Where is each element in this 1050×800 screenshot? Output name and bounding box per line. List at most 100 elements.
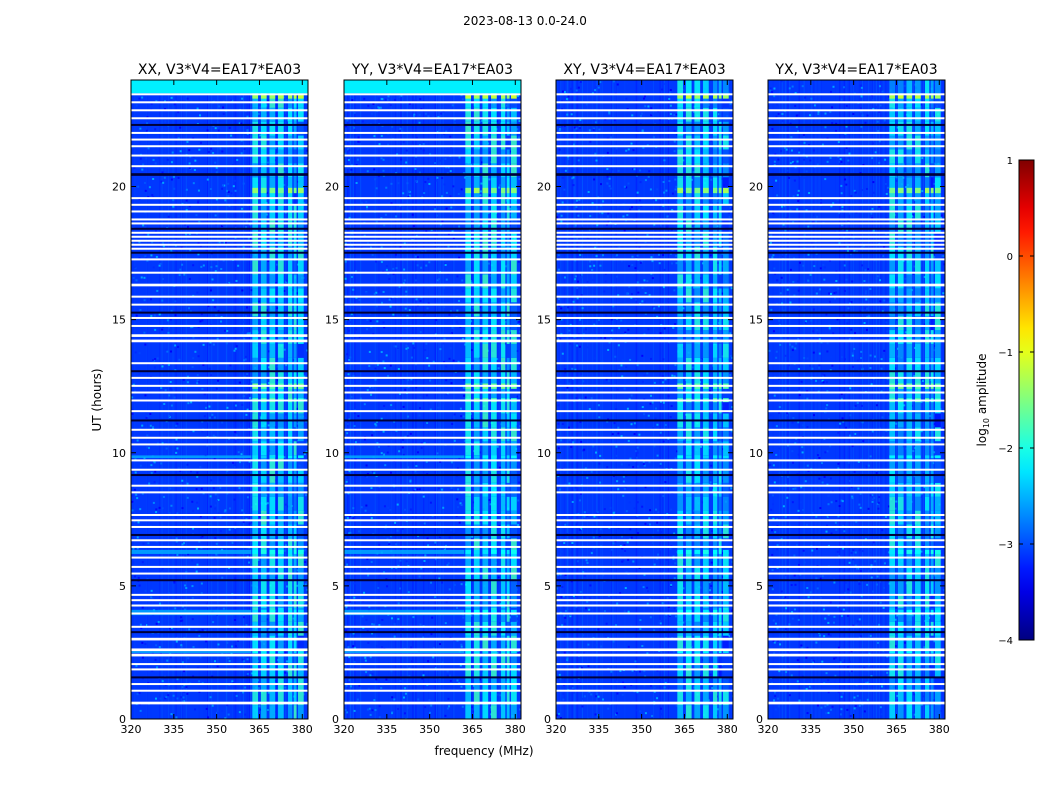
noise-pixel (274, 282, 277, 285)
noise-pixel (643, 464, 646, 467)
noise-pixel (196, 563, 199, 566)
noise-pixel (640, 260, 643, 263)
noise-pixel (186, 97, 189, 100)
noise-pixel (646, 233, 649, 236)
noise-pixel (141, 641, 144, 644)
noise-pixel (637, 465, 640, 468)
noise-pixel (673, 375, 676, 378)
flagged-row (131, 428, 308, 431)
noise-pixel (214, 507, 217, 510)
noise-pixel (654, 230, 657, 233)
noise-pixel (636, 532, 639, 535)
noise-pixel (369, 656, 372, 659)
noise-pixel (291, 554, 294, 557)
noise-pixel (359, 397, 362, 400)
noise-pixel (721, 674, 724, 677)
noise-pixel (447, 166, 450, 169)
bright-cell (252, 455, 259, 459)
rfi-cell (260, 621, 267, 636)
bright-cell (278, 651, 284, 654)
flagged-row (344, 235, 521, 238)
noise-pixel (422, 149, 425, 152)
noise-pixel (440, 112, 443, 115)
rfi-cell (269, 496, 276, 511)
noise-pixel (400, 94, 403, 97)
noise-pixel (235, 434, 238, 437)
noise-pixel (363, 591, 366, 594)
noise-pixel (461, 705, 464, 708)
noise-pixel (151, 669, 154, 672)
noise-pixel (559, 337, 562, 340)
noise-pixel (246, 496, 249, 499)
noise-pixel (138, 241, 141, 244)
flagged-row (344, 271, 521, 274)
noise-pixel (380, 686, 383, 689)
noise-pixel (489, 151, 492, 154)
rfi-cell (511, 121, 517, 136)
rfi-cell (506, 482, 510, 497)
noise-pixel (195, 570, 198, 573)
noise-pixel (231, 680, 234, 683)
noise-pixel (215, 499, 218, 502)
noise-pixel (234, 226, 237, 229)
bright-cell (482, 651, 489, 654)
noise-pixel (673, 577, 676, 580)
noise-pixel (516, 128, 519, 131)
flagged-row (131, 410, 308, 413)
flagged-row (344, 258, 521, 261)
rfi-cell (473, 552, 480, 567)
rfi-cell (288, 482, 293, 497)
noise-pixel (478, 521, 481, 524)
noise-pixel (711, 240, 714, 243)
noise-pixel (179, 150, 182, 153)
noise-pixel (235, 694, 238, 697)
noise-pixel (366, 170, 369, 173)
noise-pixel (175, 540, 178, 543)
noise-pixel (274, 576, 277, 579)
noise-pixel (598, 665, 601, 668)
rfi-cell (293, 399, 297, 414)
noise-pixel (208, 367, 211, 370)
noise-pixel (371, 253, 374, 256)
noise-pixel (632, 168, 635, 171)
noise-pixel (639, 199, 642, 202)
noise-pixel (429, 104, 432, 107)
noise-pixel (730, 633, 733, 636)
noise-pixel (420, 108, 423, 111)
noise-pixel (375, 645, 378, 648)
bright-cell (269, 94, 276, 99)
rfi-cell (298, 330, 304, 344)
noise-pixel (625, 186, 628, 189)
noise-pixel (413, 346, 416, 349)
noise-pixel (445, 130, 448, 133)
noise-pixel (190, 99, 193, 102)
noise-pixel (365, 207, 368, 210)
noise-pixel (720, 441, 723, 444)
noise-pixel (630, 296, 633, 299)
bright-cell (465, 187, 472, 194)
noise-pixel (452, 237, 455, 240)
noise-pixel (498, 524, 501, 527)
noise-pixel (347, 329, 350, 332)
noise-pixel (675, 254, 678, 257)
noise-pixel (423, 559, 426, 562)
noise-pixel (258, 300, 261, 303)
flagged-row (131, 468, 308, 471)
noise-pixel (572, 176, 575, 179)
noise-pixel (242, 182, 245, 185)
noise-pixel (180, 645, 183, 648)
noise-pixel (437, 487, 440, 490)
noise-pixel (618, 212, 621, 215)
noise-pixel (145, 446, 148, 449)
bright-cell (506, 94, 510, 99)
rfi-cell (473, 538, 480, 553)
noise-pixel (461, 279, 464, 282)
rfi-cell (278, 524, 284, 539)
rfi-cell (491, 705, 497, 719)
noise-pixel (377, 586, 380, 589)
noise-pixel (223, 510, 226, 513)
noise-pixel (401, 460, 404, 463)
noise-pixel (133, 520, 136, 523)
noise-pixel (701, 501, 704, 504)
noise-pixel (430, 581, 433, 584)
